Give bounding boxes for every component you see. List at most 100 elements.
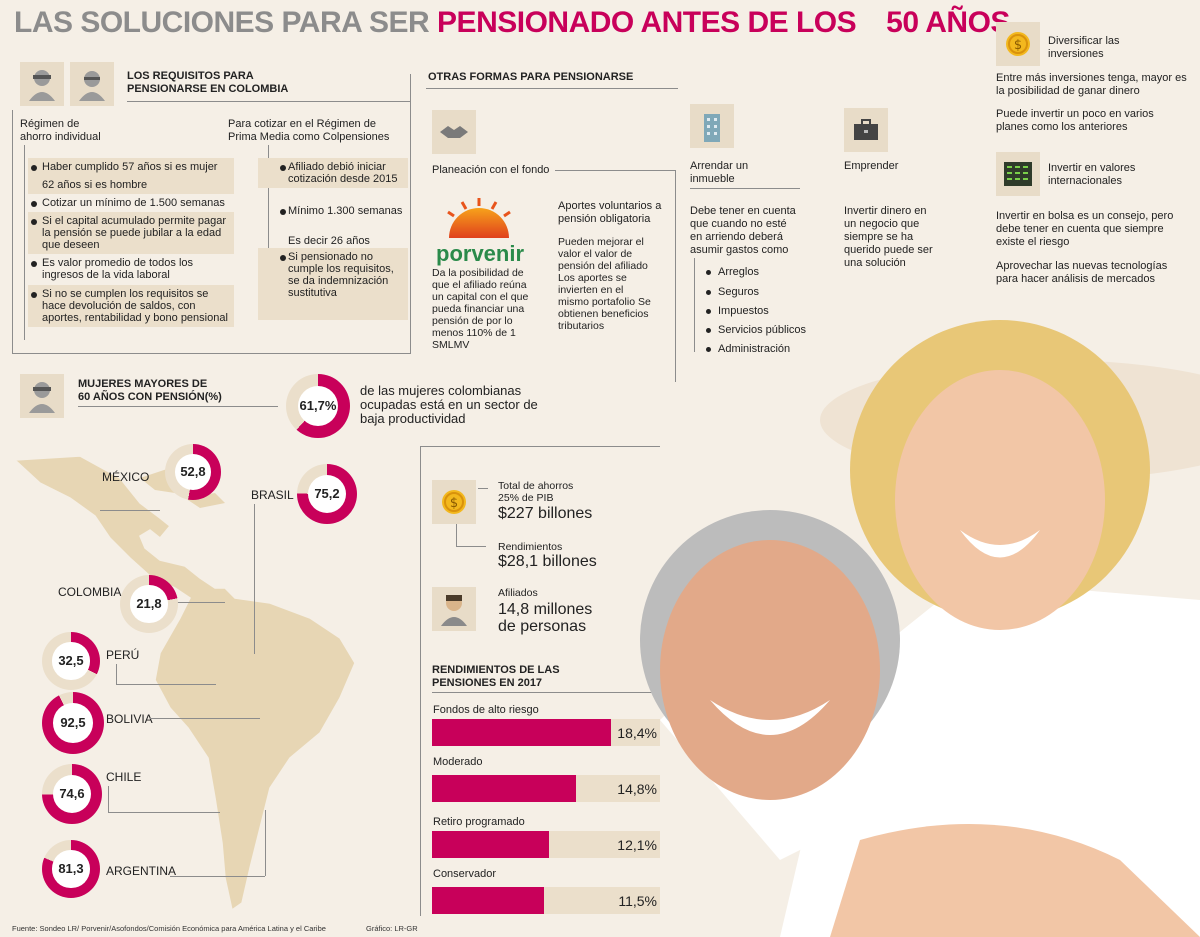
country-label: MÉXICO [102, 470, 150, 484]
coin-icon: $ [432, 480, 476, 524]
col2-title: Para cotizar en el Régimen de Prima Medi… [228, 118, 390, 143]
colombia-donut: 21,8 [120, 575, 178, 633]
divider [694, 258, 695, 352]
country-label: BOLIVIA [106, 712, 153, 726]
bar-track: 11,5% [432, 887, 660, 914]
list-item: Es decir 26 años [288, 235, 370, 247]
divider [12, 353, 411, 354]
requisitos-heading: LOS REQUISITOS PARA PENSIONARSE EN COLOM… [127, 70, 289, 95]
bar-label: Retiro programado [433, 816, 525, 828]
bar-value: 14,8% [617, 781, 657, 797]
arrendar-text: Debe tener en cuenta que cuando no esté … [690, 205, 796, 256]
stock-board-icon [996, 152, 1040, 196]
country-label: PERÚ [106, 648, 140, 662]
divider [420, 446, 660, 447]
diversificar-title: Diversificar las inversiones [1048, 35, 1120, 60]
country-label: ARGENTINA [106, 864, 177, 878]
list-item: Si pensionado no cumple los requisitos, … [258, 248, 408, 320]
bar-label: Fondos de alto riesgo [433, 704, 539, 716]
emprender-text: Invertir dinero en un negocio que siempr… [844, 205, 933, 269]
divider [555, 170, 675, 171]
list-item: Mínimo 1.300 semanas [258, 202, 408, 220]
mexico-donut: 52,8 [165, 444, 221, 500]
list-item: Haber cumplido 57 años si es mujer [28, 158, 234, 176]
list-item: Es valor promedio de todos los ingresos … [28, 254, 234, 284]
aportes-text: Pueden mejorar el valor el valor de pens… [558, 236, 651, 332]
elder-woman-icon [20, 374, 64, 418]
divider [268, 145, 269, 265]
svg-text:$: $ [450, 496, 458, 511]
connector [175, 602, 225, 603]
bar-track: 18,4% [432, 719, 660, 746]
connector [108, 812, 220, 813]
couple-photo [640, 320, 1200, 937]
connector [116, 684, 216, 685]
bullet-dot [706, 309, 711, 314]
planeacion-label: Planeación con el fondo [432, 164, 550, 176]
bolivia-donut: 92,5 [42, 692, 104, 754]
credit-text: Gráfico: LR-GR [366, 924, 418, 933]
handshake-icon [432, 110, 476, 154]
bar-label: Moderado [433, 756, 483, 768]
connector [116, 664, 117, 684]
col1-title: Régimen de ahorro individual [20, 118, 101, 143]
ahorros-label: Total de ahorros 25% de PIB [498, 480, 574, 504]
diversificar-text2: Puede invertir un poco en varios planes … [996, 108, 1154, 133]
bar-track: 12,1% [432, 831, 660, 858]
connector [108, 786, 109, 812]
bar-value: 18,4% [617, 725, 657, 741]
bar-track: 14,8% [432, 775, 660, 802]
divider [78, 406, 278, 407]
divider [420, 446, 421, 916]
arrendar-item: Arreglos [718, 266, 759, 278]
coin-icon: $ [996, 22, 1040, 66]
divider [690, 188, 800, 189]
briefcase-icon [844, 108, 888, 152]
connector [478, 488, 488, 489]
bullet-dot [706, 347, 711, 352]
divider [127, 101, 410, 102]
person-icon [432, 587, 476, 631]
list-item: Si el capital acumulado permite pagar la… [28, 212, 234, 254]
mujeres-heading: MUJERES MAYORES DE 60 AÑOS CON PENSIÓN(%… [78, 378, 222, 403]
peru-donut: 32,5 [42, 632, 100, 690]
bullet-dot [706, 270, 711, 275]
chile-donut: 74,6 [42, 764, 102, 824]
bar-fill [432, 887, 544, 914]
porvenir-text: Da la posibilidad de que el afiliado reú… [432, 267, 529, 351]
bullet-dot [706, 328, 711, 333]
arrendar-item: Servicios públicos [718, 324, 807, 336]
country-label: CHILE [106, 770, 142, 784]
page-title: LAS SOLUCIONES PARA SER PENSIONADO ANTES… [14, 6, 1010, 39]
afiliados-label: Afiliados [498, 587, 538, 599]
rendimientos-heading: RENDIMIENTOS DE LAS PENSIONES EN 2017 [432, 664, 560, 689]
diversificar-text1: Entre más inversiones tenga, mayor es la… [996, 72, 1187, 97]
country-label: BRASIL [251, 488, 294, 502]
bar-value: 11,5% [618, 893, 657, 909]
rend-label: Rendimientos [498, 541, 563, 553]
bar-value: 12,1% [617, 837, 657, 853]
ahorros-value: $227 billones [498, 505, 593, 522]
connector [456, 524, 457, 546]
list-item: Si no se cumplen los requisitos se hace … [28, 285, 234, 327]
divider [24, 145, 25, 340]
bar-fill [432, 775, 576, 802]
invertir-title: Invertir en valores internacionales [1048, 162, 1136, 187]
afiliados-value: 14,8 millones de personas [498, 601, 593, 635]
divider [675, 170, 676, 382]
connector [170, 876, 265, 877]
connector [265, 810, 266, 876]
man-avatar-icon [70, 62, 114, 106]
aportes-title: Aportes voluntarios a pensión obligatori… [558, 200, 662, 225]
divider [432, 692, 660, 693]
porvenir-logo: porvenir [436, 196, 524, 266]
list-item: Afiliado debió iniciar cotización desde … [258, 158, 408, 188]
country-label: COLOMBIA [58, 585, 122, 599]
bullet-dot [706, 290, 711, 295]
divider [12, 110, 13, 354]
bar-label: Conservador [433, 868, 496, 880]
connector [100, 510, 160, 511]
argentina-donut: 81,3 [42, 840, 100, 898]
arrendar-item: Administración [718, 343, 791, 355]
arrendar-item: Impuestos [718, 305, 769, 317]
